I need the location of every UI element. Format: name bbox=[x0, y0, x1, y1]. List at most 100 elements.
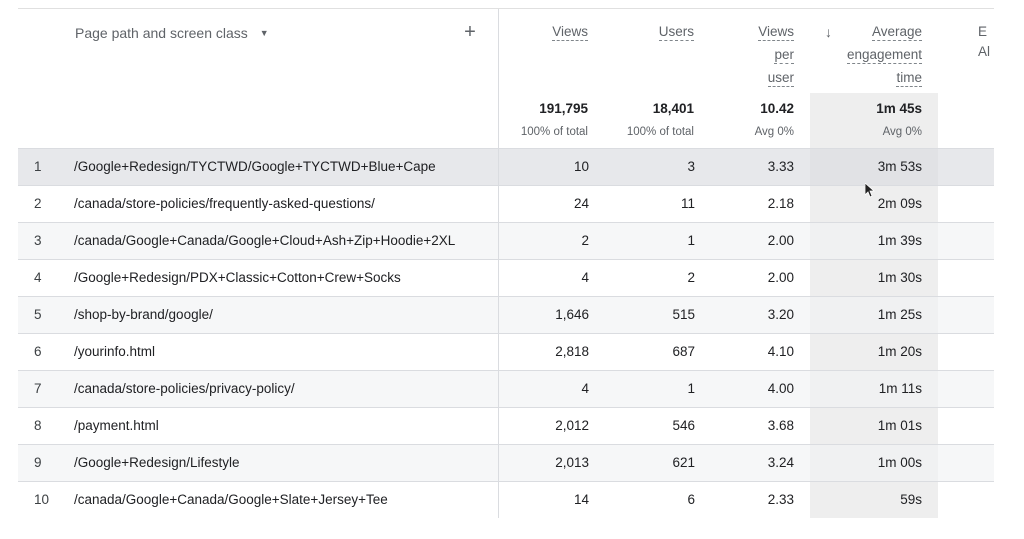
table-row[interactable]: 9 /Google+Redesign/Lifestyle 2,013 621 3… bbox=[18, 444, 994, 481]
row-users: 621 bbox=[672, 455, 695, 470]
row-views: 14 bbox=[573, 492, 589, 507]
total-views: 191,795 bbox=[539, 101, 588, 116]
row-views: 4 bbox=[581, 270, 589, 285]
views-per-user-header-line-1: Views bbox=[758, 24, 794, 41]
mouse-pointer-icon bbox=[865, 183, 875, 198]
table-row[interactable]: 7 /canada/store-policies/privacy-policy/… bbox=[18, 370, 994, 407]
row-page-path[interactable]: /Google+Redesign/PDX+Classic+Cotton+Crew… bbox=[74, 270, 401, 285]
row-views-per-user: 4.00 bbox=[767, 381, 794, 396]
row-views-per-user: 3.68 bbox=[767, 418, 794, 433]
row-index: 6 bbox=[34, 344, 42, 359]
total-users: 18,401 bbox=[652, 101, 694, 116]
row-users: 1 bbox=[687, 233, 695, 248]
row-views-per-user: 3.20 bbox=[767, 307, 794, 322]
row-views: 1,646 bbox=[555, 307, 589, 322]
row-users: 2 bbox=[687, 270, 695, 285]
row-page-path[interactable]: /canada/Google+Canada/Google+Cloud+Ash+Z… bbox=[74, 233, 456, 248]
caret-down-icon[interactable]: ▼ bbox=[259, 28, 269, 38]
row-users: 1 bbox=[687, 381, 695, 396]
row-views: 2,013 bbox=[555, 455, 589, 470]
row-avg-engagement-time: 1m 39s bbox=[877, 233, 922, 248]
avg-engagement-time-header-line-3: time bbox=[896, 70, 922, 87]
views-header[interactable]: Views bbox=[520, 22, 588, 45]
table-row[interactable]: 1 /Google+Redesign/TYCTWD/Google+TYCTWD+… bbox=[18, 148, 994, 185]
row-index: 7 bbox=[34, 381, 42, 396]
row-avg-engagement-time: 2m 09s bbox=[877, 196, 922, 211]
row-users: 11 bbox=[680, 196, 695, 211]
users-header[interactable]: Users bbox=[630, 22, 694, 45]
table-row[interactable]: 6 /yourinfo.html 2,818 687 4.10 1m 20s bbox=[18, 333, 994, 370]
plus-icon[interactable]: + bbox=[464, 21, 476, 43]
row-views: 2,818 bbox=[555, 344, 589, 359]
row-views: 2 bbox=[581, 233, 589, 248]
row-page-path[interactable]: /payment.html bbox=[74, 418, 159, 433]
row-index: 1 bbox=[34, 159, 42, 174]
row-avg-engagement-time: 1m 25s bbox=[877, 307, 922, 322]
row-avg-engagement-time: 1m 11s bbox=[878, 381, 922, 396]
row-page-path[interactable]: /shop-by-brand/google/ bbox=[74, 307, 213, 322]
total-views-per-user: 10.42 bbox=[760, 101, 794, 116]
dimension-header-label: Page path and screen class bbox=[75, 25, 248, 41]
row-page-path[interactable]: /Google+Redesign/TYCTWD/Google+TYCTWD+Bl… bbox=[74, 159, 436, 174]
row-views-per-user: 3.33 bbox=[767, 159, 794, 174]
table-row[interactable]: 5 /shop-by-brand/google/ 1,646 515 3.20 … bbox=[18, 296, 994, 333]
table-row[interactable]: 2 /canada/store-policies/frequently-aske… bbox=[18, 185, 994, 222]
row-index: 5 bbox=[34, 307, 42, 322]
row-index: 3 bbox=[34, 233, 42, 248]
table-row[interactable]: 8 /payment.html 2,012 546 3.68 1m 01s bbox=[18, 407, 994, 444]
total-views-sub: 100% of total bbox=[520, 126, 588, 138]
row-index: 2 bbox=[34, 196, 42, 211]
row-views: 2,012 bbox=[555, 418, 589, 433]
row-views-per-user: 2.00 bbox=[767, 233, 794, 248]
cut-off-header[interactable]: E Al bbox=[978, 22, 998, 62]
row-avg-engagement-time: 1m 20s bbox=[877, 344, 922, 359]
row-page-path[interactable]: /canada/Google+Canada/Google+Slate+Jerse… bbox=[74, 492, 388, 507]
total-avg-engagement-time-sub: Avg 0% bbox=[882, 126, 922, 138]
row-users: 515 bbox=[672, 307, 695, 322]
row-views: 4 bbox=[581, 381, 589, 396]
views-per-user-header-line-2: per bbox=[774, 47, 794, 64]
row-users: 687 bbox=[672, 344, 695, 359]
row-page-path[interactable]: /yourinfo.html bbox=[74, 344, 156, 359]
row-index: 10 bbox=[34, 492, 50, 507]
views-per-user-header[interactable]: Views per user bbox=[735, 22, 794, 91]
row-index: 4 bbox=[34, 270, 42, 285]
table-row[interactable]: 4 /Google+Redesign/PDX+Classic+Cotton+Cr… bbox=[18, 259, 994, 296]
row-avg-engagement-time: 1m 30s bbox=[877, 270, 922, 285]
row-users: 3 bbox=[687, 159, 695, 174]
total-avg-engagement-time: 1m 45s bbox=[876, 101, 922, 116]
avg-engagement-time-header-line-2: engagement bbox=[846, 47, 922, 64]
row-users: 6 bbox=[687, 492, 695, 507]
row-avg-engagement-time: 59s bbox=[900, 492, 922, 507]
cut-off-header-line-1: E bbox=[978, 24, 988, 39]
row-users: 546 bbox=[672, 418, 695, 433]
row-index: 9 bbox=[34, 455, 42, 470]
row-page-path[interactable]: /canada/store-policies/privacy-policy/ bbox=[74, 381, 295, 396]
table-row[interactable]: 10 /canada/Google+Canada/Google+Slate+Je… bbox=[18, 481, 994, 518]
row-views-per-user: 2.00 bbox=[767, 270, 794, 285]
avg-engagement-time-header-line-1: Average bbox=[871, 24, 922, 41]
views-per-user-header-line-3: user bbox=[767, 70, 794, 87]
table-top-border bbox=[18, 8, 994, 9]
column-divider bbox=[498, 9, 499, 518]
row-views-per-user: 2.18 bbox=[767, 196, 794, 211]
views-header-line: Views bbox=[552, 24, 588, 41]
row-views-per-user: 4.10 bbox=[767, 344, 794, 359]
dimension-header[interactable]: Page path and screen class ▼ bbox=[75, 25, 269, 41]
row-views: 10 bbox=[573, 159, 589, 174]
row-avg-engagement-time: 1m 00s bbox=[877, 455, 922, 470]
users-header-line: Users bbox=[658, 24, 694, 41]
total-views-per-user-sub: Avg 0% bbox=[754, 126, 794, 138]
row-page-path[interactable]: /Google+Redesign/Lifestyle bbox=[74, 455, 240, 470]
avg-engagement-time-header[interactable]: Average engagement time bbox=[840, 22, 922, 91]
row-index: 8 bbox=[34, 418, 42, 433]
table-row[interactable]: 3 /canada/Google+Canada/Google+Cloud+Ash… bbox=[18, 222, 994, 259]
row-views-per-user: 3.24 bbox=[767, 455, 794, 470]
row-views: 24 bbox=[573, 196, 589, 211]
cut-off-header-line-2: Al bbox=[978, 44, 991, 59]
row-page-path[interactable]: /canada/store-policies/frequently-asked-… bbox=[74, 196, 375, 211]
row-avg-engagement-time: 3m 53s bbox=[877, 159, 922, 174]
arrow-down-icon[interactable]: ↓ bbox=[825, 24, 832, 40]
row-views-per-user: 2.33 bbox=[767, 492, 794, 507]
